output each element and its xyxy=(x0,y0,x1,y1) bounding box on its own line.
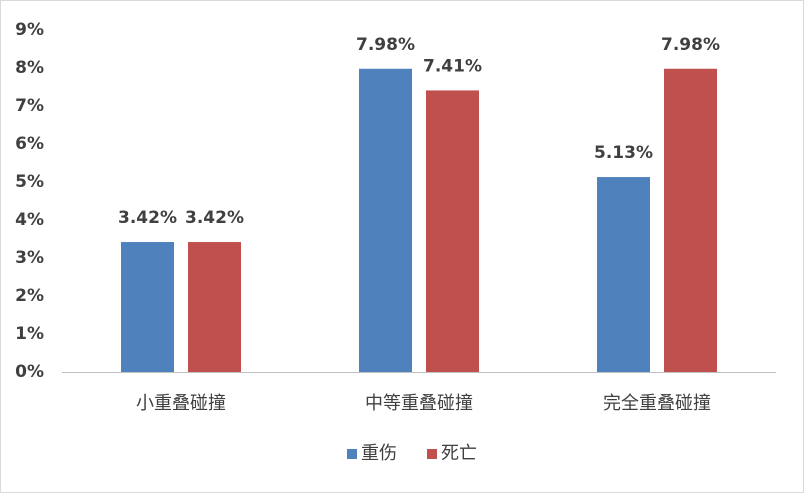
value-label: 7.98% xyxy=(356,35,415,55)
x-tick-label: 完全重叠碰撞 xyxy=(603,393,711,414)
bar xyxy=(359,68,412,372)
value-label: 3.42% xyxy=(185,208,244,228)
x-tick-label: 中等重叠碰撞 xyxy=(365,393,473,414)
bar xyxy=(664,68,717,372)
y-tick-label: 4% xyxy=(15,210,44,230)
y-tick-label: 6% xyxy=(15,134,44,154)
legend-label: 死亡 xyxy=(441,443,477,464)
y-tick-label: 5% xyxy=(15,172,44,192)
x-tick-label: 小重叠碰撞 xyxy=(136,393,226,414)
value-label: 3.42% xyxy=(118,208,177,228)
y-tick-label: 9% xyxy=(15,20,44,40)
bar xyxy=(426,90,479,373)
y-tick-label: 7% xyxy=(15,96,44,116)
value-label: 7.98% xyxy=(661,35,720,55)
legend-label: 重伤 xyxy=(361,443,397,464)
y-tick-label: 0% xyxy=(15,362,44,382)
y-tick-label: 1% xyxy=(15,324,44,344)
y-tick-label: 8% xyxy=(15,58,44,78)
value-label: 7.41% xyxy=(423,56,482,76)
legend-swatch xyxy=(347,449,357,459)
y-tick-label: 2% xyxy=(15,286,44,306)
bar xyxy=(121,242,174,372)
bar xyxy=(188,242,241,372)
legend-swatch xyxy=(427,449,437,459)
value-label: 5.13% xyxy=(594,143,653,163)
y-tick-label: 3% xyxy=(15,248,44,268)
bar xyxy=(597,177,650,372)
